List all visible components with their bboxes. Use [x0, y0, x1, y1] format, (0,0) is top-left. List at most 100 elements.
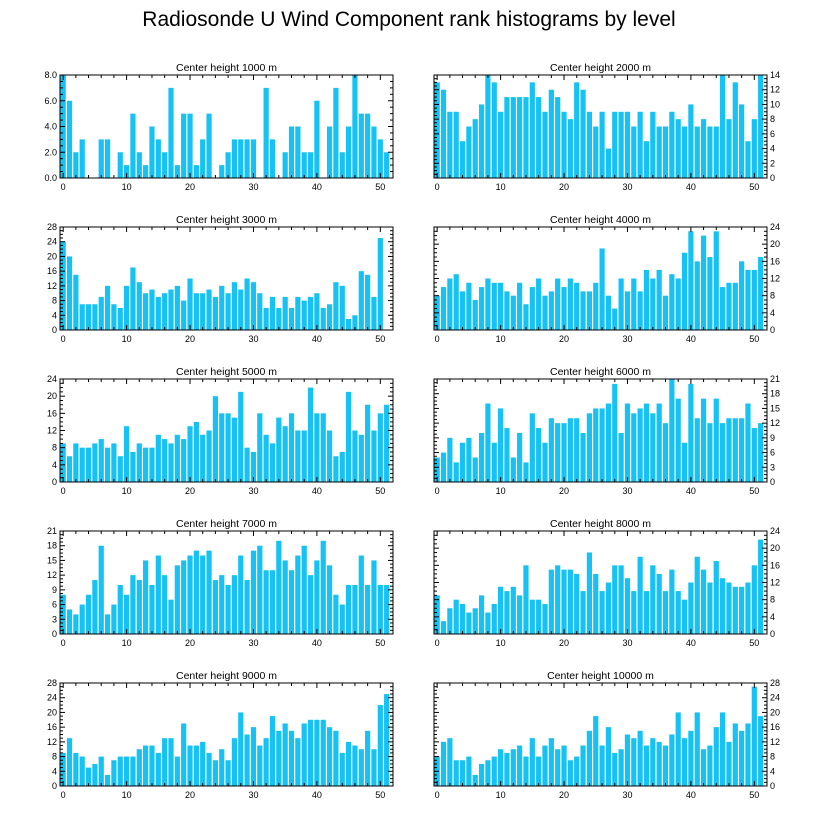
histogram-bar: [174, 756, 180, 786]
panel-title: Center height 10000 m: [547, 670, 654, 682]
histogram-bar: [136, 749, 142, 786]
histogram-bar: [155, 139, 161, 179]
histogram-bar: [478, 104, 485, 178]
x-tick-label: 50: [375, 182, 385, 192]
histogram-bar: [263, 570, 269, 634]
histogram-bar: [352, 584, 358, 634]
x-tick-label: 0: [61, 790, 66, 800]
y-tick-label: 8: [52, 443, 57, 453]
histogram-bar: [491, 603, 497, 634]
histogram-bar: [739, 261, 745, 330]
x-tick-label: 10: [122, 486, 132, 496]
histogram-bar: [358, 271, 364, 330]
histogram-panel: Center height 5000 m 0 10 20 30 40 50 0 4 8 12 16 20…: [47, 366, 394, 496]
histogram-bar: [231, 738, 238, 786]
histogram-bar: [276, 307, 282, 330]
histogram-bar: [66, 738, 73, 786]
histogram-bar: [498, 282, 504, 330]
histogram-bar: [143, 745, 149, 786]
histogram-bar: [162, 293, 168, 330]
histogram-bar: [269, 716, 276, 786]
histogram-bar: [758, 716, 764, 786]
histogram-bar: [472, 774, 478, 786]
histogram-bar: [536, 278, 542, 330]
histogram-bar: [498, 408, 504, 482]
x-tick-label: 50: [749, 638, 759, 648]
histogram-bar: [561, 423, 567, 482]
y-tick-label: 16: [770, 256, 780, 266]
histogram-bar: [263, 87, 269, 179]
histogram-bar: [561, 569, 567, 635]
histogram-bar: [181, 439, 187, 482]
histogram-bar: [244, 580, 250, 634]
x-tick-label: 30: [248, 334, 258, 344]
histogram-bar: [219, 413, 225, 482]
histogram-bar: [656, 269, 662, 330]
x-tick-label: 40: [686, 638, 696, 648]
histogram-bar: [130, 267, 136, 330]
histogram-bar: [187, 278, 193, 330]
y-tick-label: 6: [770, 129, 775, 139]
histogram-bar: [130, 451, 136, 482]
histogram-bar: [301, 545, 307, 634]
histogram-bar: [688, 383, 694, 482]
y-tick-label: 20: [47, 391, 57, 401]
histogram-bar: [219, 749, 225, 786]
histogram-bar: [491, 442, 497, 482]
histogram-bar: [459, 603, 466, 634]
histogram-bar: [358, 434, 364, 482]
histogram-bar: [656, 403, 662, 482]
histogram-bar: [307, 575, 314, 634]
histogram-bar: [365, 730, 371, 786]
y-tick-label: 20: [47, 707, 57, 717]
histogram-bar: [548, 89, 554, 178]
histogram-bar: [384, 404, 390, 482]
histogram-bar: [523, 462, 529, 482]
histogram-bar: [688, 104, 694, 178]
histogram-bar: [681, 738, 688, 786]
histogram-bar: [162, 575, 168, 634]
histogram-bar: [739, 730, 745, 786]
x-tick-label: 30: [622, 638, 632, 648]
histogram-bar: [187, 113, 193, 179]
y-tick-label: 28: [47, 222, 57, 232]
histogram-bar: [250, 282, 257, 330]
histogram-bar: [149, 447, 155, 482]
histogram-bar: [504, 591, 510, 634]
y-tick-label: 8: [770, 752, 775, 762]
x-tick-label: 20: [559, 182, 569, 192]
histogram-bar: [580, 291, 586, 331]
histogram-panel: Center height 10000 m 0 10 20 30 40 50 0 4 8 12 16 2…: [433, 670, 780, 800]
histogram-bar: [631, 278, 637, 330]
x-tick-label: 20: [559, 486, 569, 496]
histogram-bar: [326, 304, 333, 330]
y-tick-label: 0.0: [44, 173, 57, 183]
histogram-bar: [326, 727, 333, 786]
histogram-bar: [149, 126, 155, 178]
histogram-bar: [472, 608, 478, 634]
histogram-bar: [92, 304, 98, 330]
x-tick-label: 20: [185, 334, 195, 344]
histogram-bar: [98, 139, 104, 179]
histogram-bar: [130, 113, 136, 179]
histogram-bar: [288, 307, 295, 330]
x-tick-label: 30: [248, 638, 258, 648]
histogram-bar: [517, 97, 523, 178]
histogram-bar: [104, 614, 111, 634]
histogram-bar: [631, 591, 637, 634]
y-tick-label: 0: [52, 325, 57, 335]
histogram-bar: [440, 452, 447, 482]
histogram-bar: [694, 418, 700, 482]
histogram-bar: [434, 82, 440, 178]
histogram-bar: [155, 434, 161, 482]
histogram-bar: [162, 738, 168, 786]
x-tick-label: 20: [185, 182, 195, 192]
histogram-bar: [713, 126, 719, 178]
histogram-bar: [510, 586, 516, 634]
x-tick-label: 30: [622, 486, 632, 496]
histogram-bar: [567, 418, 573, 482]
histogram-bar: [250, 550, 257, 634]
histogram-bar: [453, 599, 459, 634]
histogram-bar: [650, 111, 656, 178]
y-tick-label: 24: [47, 693, 57, 703]
